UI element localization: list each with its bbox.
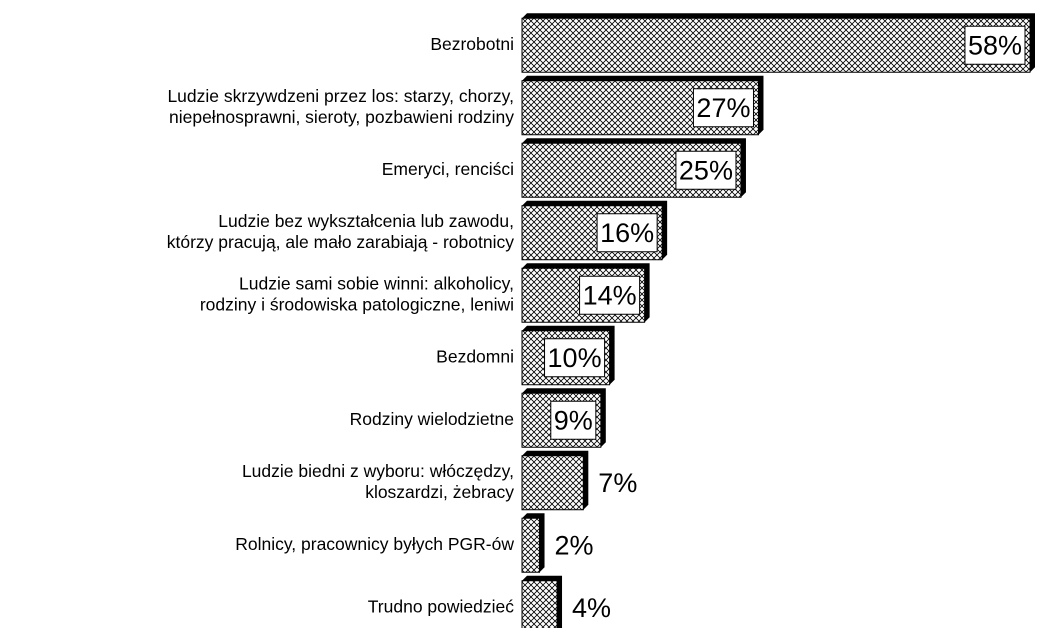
- value-label-box: [579, 275, 641, 315]
- category-label: kloszardzi, żebracy: [365, 482, 514, 502]
- bar: [521, 517, 541, 573]
- value-label: 7%: [598, 468, 637, 498]
- category-label: Bezdomni: [436, 346, 514, 366]
- value-label-box: [964, 25, 1026, 65]
- category-label: Rolnicy, pracownicy byłych PGR-ów: [235, 534, 514, 554]
- value-label-box: [544, 338, 606, 378]
- category-label: Ludzie bez wykształcenia lub zawodu,: [218, 211, 514, 231]
- bar: [521, 580, 558, 628]
- value-label: 16%: [600, 218, 654, 248]
- category-label: Bezrobotni: [430, 34, 514, 54]
- value-label: 10%: [548, 343, 602, 373]
- category-label: Emeryci, renciści: [382, 159, 514, 179]
- value-label-box: [675, 150, 737, 190]
- category-label: Ludzie sami sobie winni: alkoholicy,: [239, 273, 514, 293]
- category-label: Ludzie skrzywdzeni przez los: starzy, ch…: [167, 86, 514, 106]
- value-label: 14%: [583, 280, 637, 310]
- value-label: 25%: [679, 155, 733, 185]
- value-label-box: [596, 213, 658, 253]
- value-label: 9%: [554, 405, 593, 435]
- value-label: 27%: [696, 93, 750, 123]
- category-label: Trudno powiedzieć: [368, 596, 514, 616]
- category-label: niepełnosprawni, sieroty, pozbawieni rod…: [169, 107, 514, 127]
- value-label-box: [692, 88, 754, 128]
- value-label: 58%: [968, 30, 1022, 60]
- value-label: 4%: [572, 593, 611, 623]
- bar: [521, 17, 1031, 73]
- category-label: którzy pracują, ale mało zarabiają - rob…: [167, 232, 514, 252]
- bar: [521, 455, 584, 511]
- category-label: rodziny i środowiska patologiczne, leniw…: [200, 294, 514, 314]
- category-label: Rodziny wielodzietne: [350, 409, 514, 429]
- value-label-box: [550, 400, 597, 440]
- value-label: 2%: [555, 530, 594, 560]
- category-label: Ludzie biedni z wyboru: włóczędzy,: [242, 461, 514, 481]
